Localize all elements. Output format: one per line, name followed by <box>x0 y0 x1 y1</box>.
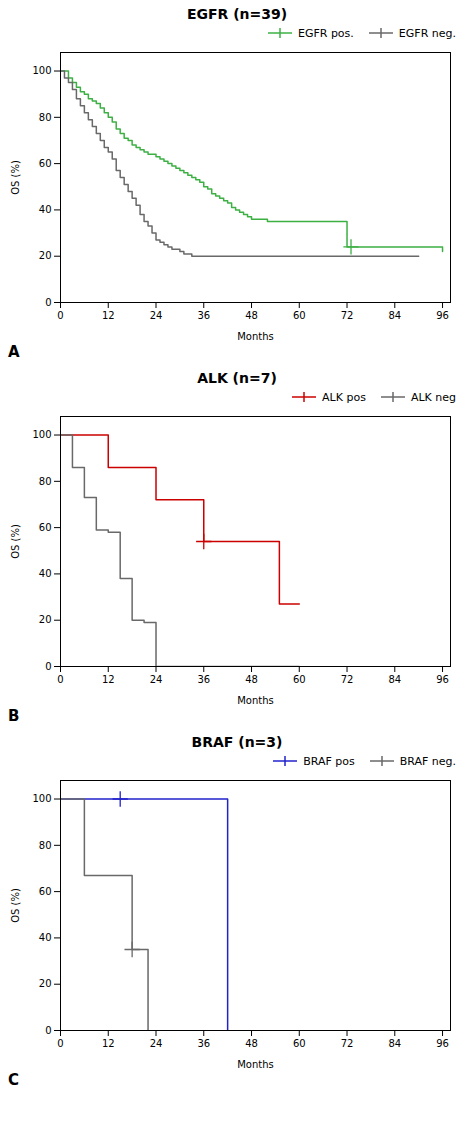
html-text:B: B <box>8 707 20 725</box>
svg-text:40: 40 <box>39 932 52 943</box>
html-text:BRAF pos: BRAF pos <box>303 754 355 768</box>
svg-text:84: 84 <box>388 1038 401 1049</box>
svg-text:96: 96 <box>436 310 449 321</box>
svg-text:0: 0 <box>45 1025 51 1036</box>
svg-text:OS (%): OS (%) <box>10 888 21 923</box>
svg-text:24: 24 <box>150 674 163 685</box>
svg-text:84: 84 <box>388 674 401 685</box>
svg-text:80: 80 <box>39 112 52 123</box>
svg-text:0: 0 <box>45 661 51 672</box>
svg-text:40: 40 <box>39 568 52 579</box>
svg-text:60: 60 <box>39 158 52 169</box>
svg-text:Months: Months <box>237 331 274 342</box>
svg-text:72: 72 <box>341 674 354 685</box>
svg-text:20: 20 <box>39 250 52 261</box>
svg-text:36: 36 <box>197 310 210 321</box>
svg-text:60: 60 <box>293 1038 306 1049</box>
svg-text:OS (%): OS (%) <box>10 524 21 559</box>
html-text:BRAF (n=3): BRAF (n=3) <box>191 734 283 750</box>
svg-text:80: 80 <box>39 476 52 487</box>
svg-text:Months: Months <box>237 695 274 706</box>
svg-text:24: 24 <box>150 310 163 321</box>
svg-text:0: 0 <box>57 310 63 321</box>
svg-text:12: 12 <box>102 674 115 685</box>
html-text:ALK pos: ALK pos <box>322 390 366 404</box>
svg-text:48: 48 <box>245 674 258 685</box>
svg-text:60: 60 <box>293 310 306 321</box>
svg-text:0: 0 <box>57 1038 63 1049</box>
svg-text:100: 100 <box>32 65 51 76</box>
svg-text:96: 96 <box>436 674 449 685</box>
svg-text:72: 72 <box>341 310 354 321</box>
svg-text:20: 20 <box>39 614 52 625</box>
html-text:ALK neg: ALK neg <box>410 390 456 404</box>
svg-text:12: 12 <box>102 1038 115 1049</box>
svg-text:72: 72 <box>341 1038 354 1049</box>
svg-text:48: 48 <box>245 310 258 321</box>
html-text:BRAF neg.: BRAF neg. <box>399 754 456 768</box>
svg-text:OS (%): OS (%) <box>10 160 21 195</box>
svg-text:48: 48 <box>245 1038 258 1049</box>
html-text:C: C <box>8 1071 19 1089</box>
svg-text:20: 20 <box>39 978 52 989</box>
svg-text:Months: Months <box>237 1059 274 1070</box>
svg-text:84: 84 <box>388 310 401 321</box>
svg-text:40: 40 <box>39 204 52 215</box>
html-text:ALK (n=7): ALK (n=7) <box>197 370 277 386</box>
svg-text:36: 36 <box>197 674 210 685</box>
svg-text:24: 24 <box>150 1038 163 1049</box>
svg-text:80: 80 <box>39 840 52 851</box>
html-text:EGFR pos.: EGFR pos. <box>297 26 354 40</box>
svg-text:12: 12 <box>102 310 115 321</box>
html-text:EGFR (n=39): EGFR (n=39) <box>186 6 288 22</box>
svg-text:96: 96 <box>436 1038 449 1049</box>
svg-text:60: 60 <box>39 522 52 533</box>
html-text:A: A <box>8 343 20 361</box>
svg-text:0: 0 <box>45 297 51 308</box>
svg-text:100: 100 <box>32 793 51 804</box>
svg-text:0: 0 <box>57 674 63 685</box>
svg-text:60: 60 <box>293 674 306 685</box>
svg-text:100: 100 <box>32 429 51 440</box>
svg-text:36: 36 <box>197 1038 210 1049</box>
svg-text:60: 60 <box>39 886 52 897</box>
html-text:EGFR neg.: EGFR neg. <box>398 26 456 40</box>
